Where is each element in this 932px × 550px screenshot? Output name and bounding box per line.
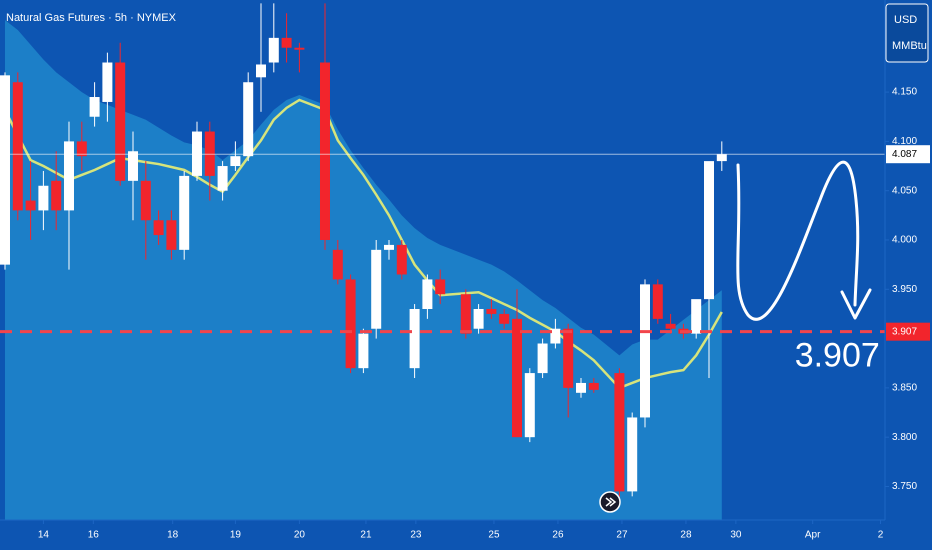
candle-body: [153, 220, 164, 236]
target-axis-label: 3.907: [892, 326, 917, 337]
candle-body: [511, 318, 522, 438]
candle-body: [703, 161, 714, 300]
y-tick-label: 3.950: [892, 284, 917, 295]
chart-title: Natural Gas Futures · 5h · NYMEX: [6, 12, 177, 24]
candle-body: [716, 154, 727, 162]
x-tick-label: 23: [410, 530, 422, 541]
candle-body: [627, 417, 638, 492]
candle-body: [63, 141, 74, 211]
unit: MMBtu: [892, 40, 927, 52]
candle-body: [473, 309, 484, 329]
candle-body: [76, 141, 87, 157]
candle-body: [294, 47, 305, 50]
candle-body: [358, 333, 369, 369]
candle-body: [115, 62, 126, 181]
candle-body: [396, 244, 407, 275]
drawn-arrowhead: [840, 288, 872, 320]
candle-body: [89, 97, 100, 117]
candle-body: [281, 37, 292, 48]
target-box: [886, 322, 930, 341]
x-tick-label: 2: [878, 530, 884, 541]
target-annotation: 3.907: [795, 337, 880, 375]
candle-body: [51, 180, 62, 211]
candle-body: [127, 151, 138, 181]
band-area: [4, 20, 722, 520]
candle-body: [524, 373, 535, 438]
candle-body: [332, 249, 343, 280]
currency: USD: [894, 14, 917, 26]
candle-body: [345, 279, 356, 369]
candle-body: [409, 309, 420, 369]
candle-body: [140, 180, 151, 221]
x-tick-label: 26: [552, 530, 564, 541]
candle-body: [166, 220, 177, 250]
y-tick-label: 3.800: [892, 432, 917, 443]
last-price-box: [886, 145, 930, 164]
candle-body: [460, 294, 471, 334]
candle-body: [0, 75, 10, 265]
x-tick-label: Apr: [805, 530, 821, 541]
plot-area: [0, 3, 885, 520]
candle-body: [639, 284, 650, 418]
candle-body: [217, 166, 228, 191]
candle-body: [537, 343, 548, 374]
candle-body: [550, 328, 561, 344]
candle-body: [588, 382, 599, 390]
candle-body: [383, 244, 394, 250]
x-tick-label: 25: [488, 530, 500, 541]
x-tick-label: 28: [680, 530, 692, 541]
y-tick-label: 3.750: [892, 481, 917, 492]
candle-body: [652, 284, 663, 319]
candle-body: [422, 279, 433, 310]
y-tick-label: 4.150: [892, 87, 917, 98]
candle-body: [371, 249, 382, 329]
x-tick-label: 14: [38, 530, 50, 541]
candle-body: [268, 37, 279, 63]
x-tick-label: 27: [616, 530, 628, 541]
y-tick-label: 4.000: [892, 235, 917, 246]
candle-body: [38, 185, 49, 211]
y-tick-label: 4.100: [892, 136, 917, 147]
y-tick-label: 4.050: [892, 185, 917, 196]
unit-box: [885, 3, 929, 63]
candle-body: [255, 64, 266, 78]
candle-body: [575, 382, 586, 393]
candle-body: [499, 313, 510, 324]
candle-body: [435, 279, 446, 295]
candle-body: [25, 200, 36, 211]
candle-body: [102, 62, 113, 102]
candle-body: [319, 62, 330, 240]
last-price-label: 4.087: [892, 149, 917, 160]
event-icon-glyph: [605, 497, 617, 507]
x-tick-label: 30: [730, 530, 742, 541]
x-tick-label: 20: [294, 530, 306, 541]
x-tick-label: 16: [88, 530, 100, 541]
candle-body: [614, 373, 625, 492]
x-tick-label: 19: [230, 530, 242, 541]
x-tick-label: 21: [360, 530, 372, 541]
y-tick-label: 3.850: [892, 383, 917, 394]
candle-body: [563, 328, 574, 388]
candle-body: [486, 309, 497, 314]
candle-body: [230, 156, 241, 167]
candle-body: [12, 82, 23, 211]
candle-body: [243, 82, 254, 157]
x-tick-label: 18: [167, 530, 179, 541]
drawn-curve: [736, 160, 860, 321]
candle-body: [665, 323, 676, 329]
candle-body: [179, 175, 190, 250]
candle-body: [691, 299, 702, 334]
